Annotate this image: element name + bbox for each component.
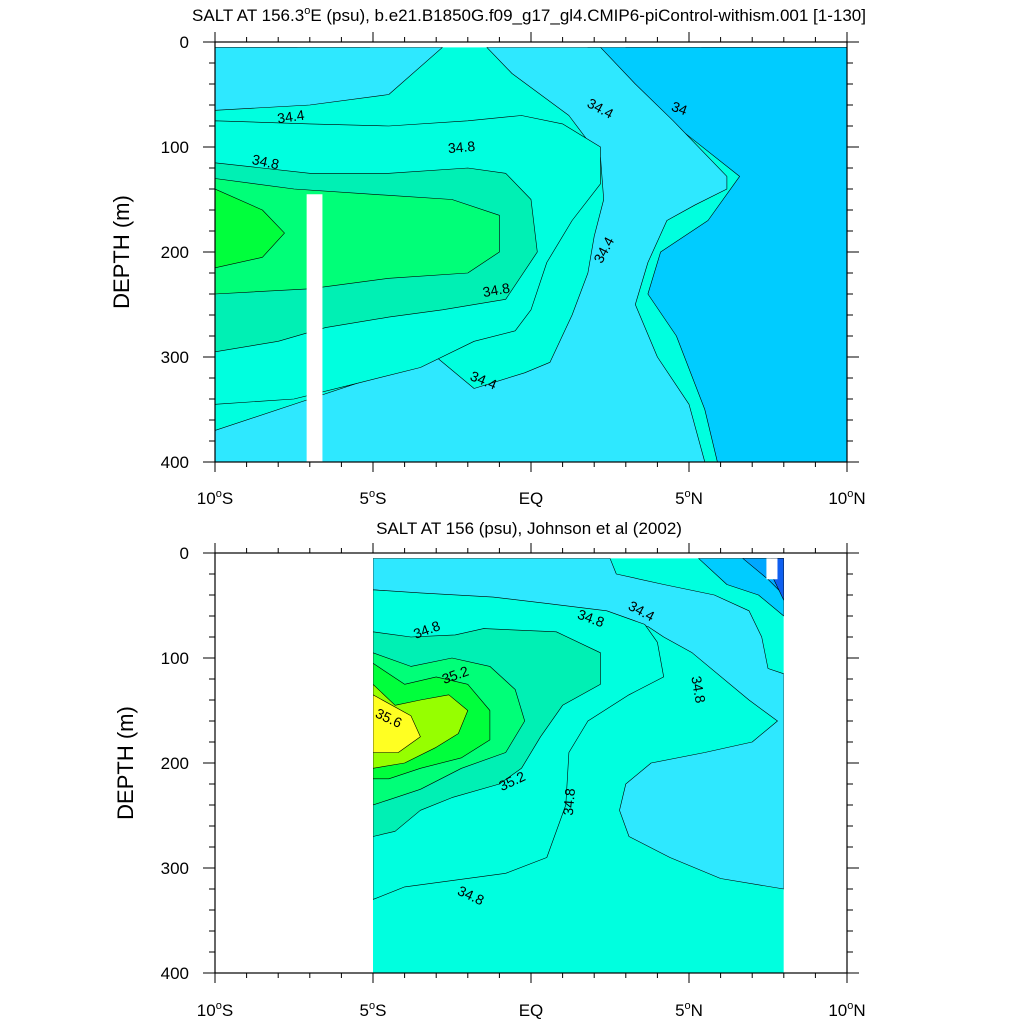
contour-band-34-4 — [215, 47, 443, 111]
contour-label: 34.8 — [560, 787, 578, 816]
x-tick-label: 10oS — [197, 1000, 233, 1020]
x-tick-label: EQ — [519, 1001, 544, 1020]
y-axis-label: DEPTH (m) — [113, 706, 138, 820]
x-tick-label: 5oN — [675, 1000, 703, 1020]
x-tick-label: 5oS — [360, 1000, 387, 1020]
x-tick-label: 5oS — [360, 488, 387, 508]
contour-label-text: 34.8 — [560, 787, 578, 816]
y-tick-label: 0 — [180, 33, 189, 52]
contour-label: 34.4 — [276, 107, 305, 127]
x-tick-label: 10oN — [828, 1000, 865, 1020]
contour-band-35-6 — [373, 694, 421, 753]
y-tick-label: 200 — [161, 243, 189, 262]
contour-label-text: 34.8 — [251, 151, 281, 172]
contour-label: 34.8 — [688, 675, 709, 705]
contour-label: 34 — [669, 98, 689, 118]
y-tick-label: 300 — [161, 348, 189, 367]
y-tick-label: 100 — [161, 649, 189, 668]
contour-label-text: 34.4 — [276, 107, 305, 127]
contour-label: 34.8 — [251, 151, 281, 172]
y-tick-label: 400 — [161, 964, 189, 983]
missing-data-gap — [306, 194, 323, 462]
contour-label-text: 34.8 — [447, 138, 476, 156]
x-tick-label: 10oN — [828, 488, 865, 508]
salinity-field — [215, 47, 847, 462]
x-tick-label: 10oS — [197, 488, 233, 508]
y-axis-label: DEPTH (m) — [109, 195, 134, 309]
contour-label-text: 34.8 — [481, 280, 511, 301]
x-tick-label: 5oN — [675, 488, 703, 508]
contour-band-35-2 — [215, 188, 285, 269]
chart-title: SALT AT 156.3oE (psu), b.e21.B1850G.f09_… — [192, 5, 866, 25]
contour-label-text: 34 — [669, 98, 689, 118]
y-tick-label: 0 — [180, 544, 189, 563]
y-tick-label: 400 — [161, 453, 189, 472]
y-tick-label: 300 — [161, 859, 189, 878]
chart-title: SALT AT 156 (psu), Johnson et al (2002) — [376, 519, 682, 538]
missing-data-gap — [766, 558, 778, 580]
contour-band-35 — [215, 178, 500, 295]
y-tick-label: 100 — [161, 138, 189, 157]
x-tick-label: EQ — [519, 489, 544, 508]
contour-label: 34.8 — [481, 280, 511, 301]
contour-label: 34.8 — [447, 138, 476, 156]
contour-panel-2: 34.8 34.8 34.435.235.634.835.234.834.810oS… — [113, 519, 866, 1020]
salinity-field — [373, 558, 784, 973]
y-tick-label: 200 — [161, 754, 189, 773]
contour-label-text: 34.8 — [688, 675, 709, 705]
